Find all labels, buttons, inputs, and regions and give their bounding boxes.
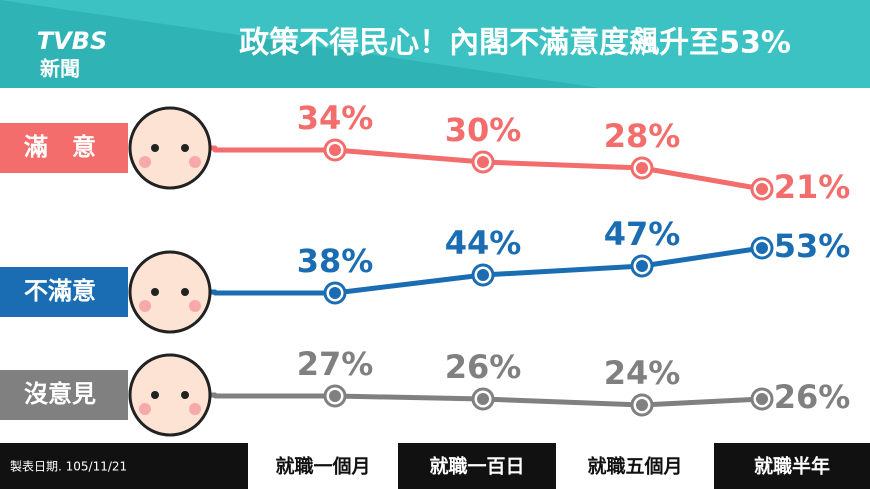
- point-dot: [329, 144, 341, 156]
- series-label-band: [0, 370, 128, 420]
- footnote: 製表日期. 105/11/21: [10, 460, 127, 474]
- value-label: 24%: [604, 354, 681, 392]
- point-dot: [636, 399, 648, 411]
- face: [128, 353, 212, 437]
- value-label: 34%: [297, 99, 374, 137]
- logo-brand: TVBS: [37, 27, 108, 55]
- category-cell: [248, 443, 398, 489]
- face: [128, 250, 212, 334]
- point-dot: [636, 260, 648, 272]
- face-eye: [181, 144, 189, 152]
- face-eye: [151, 144, 159, 152]
- value-label: 21%: [774, 168, 851, 206]
- series-line: [334, 245, 763, 296]
- face-cheek: [139, 300, 151, 312]
- value-label: 28%: [604, 117, 681, 155]
- face: [128, 106, 212, 190]
- value-label: 27%: [297, 345, 374, 383]
- value-label: 44%: [445, 224, 522, 262]
- chart-title: 政策不得民心！內閣不滿意度飆升至53%: [239, 26, 791, 61]
- face-cheek: [189, 156, 201, 168]
- value-label: 26%: [774, 378, 851, 416]
- x-tick-label: 就職半年: [754, 455, 830, 478]
- legend-label: 不滿意: [24, 277, 96, 305]
- series-line: [334, 147, 763, 192]
- point-dot: [477, 269, 489, 281]
- point-dot: [756, 242, 768, 254]
- series-label-band: [0, 123, 128, 173]
- face-eye: [181, 288, 189, 296]
- x-tick-label: 就職一百日: [429, 455, 524, 478]
- value-label: 38%: [297, 242, 374, 280]
- face-cheek: [189, 403, 201, 415]
- category-cell: [556, 443, 714, 489]
- face-cheek: [139, 156, 151, 168]
- point-dot: [756, 393, 768, 405]
- point-dot: [329, 390, 341, 402]
- face-eye: [181, 391, 189, 399]
- category-cell: [714, 443, 870, 489]
- legend-label: 沒意見: [24, 380, 96, 408]
- x-tick-label: 就職一個月: [275, 455, 370, 478]
- face-cheek: [139, 403, 151, 415]
- face-cheek: [189, 300, 201, 312]
- series-label-band: [0, 267, 128, 317]
- x-tick-label: 就職五個月: [587, 455, 682, 478]
- legend-label: 滿 意: [24, 133, 96, 161]
- face-eye: [151, 288, 159, 296]
- value-label: 26%: [445, 348, 522, 386]
- point-dot: [477, 393, 489, 405]
- value-label: 47%: [604, 215, 681, 253]
- point-dot: [477, 156, 489, 168]
- series-line: [334, 393, 763, 408]
- logo-sub: 新聞: [40, 57, 80, 81]
- value-label: 53%: [774, 227, 851, 265]
- category-cell: [398, 443, 556, 489]
- point-dot: [756, 183, 768, 195]
- header-stripe: [0, 0, 870, 88]
- point-dot: [636, 162, 648, 174]
- value-label: 30%: [445, 111, 522, 149]
- point-dot: [329, 287, 341, 299]
- face-eye: [151, 391, 159, 399]
